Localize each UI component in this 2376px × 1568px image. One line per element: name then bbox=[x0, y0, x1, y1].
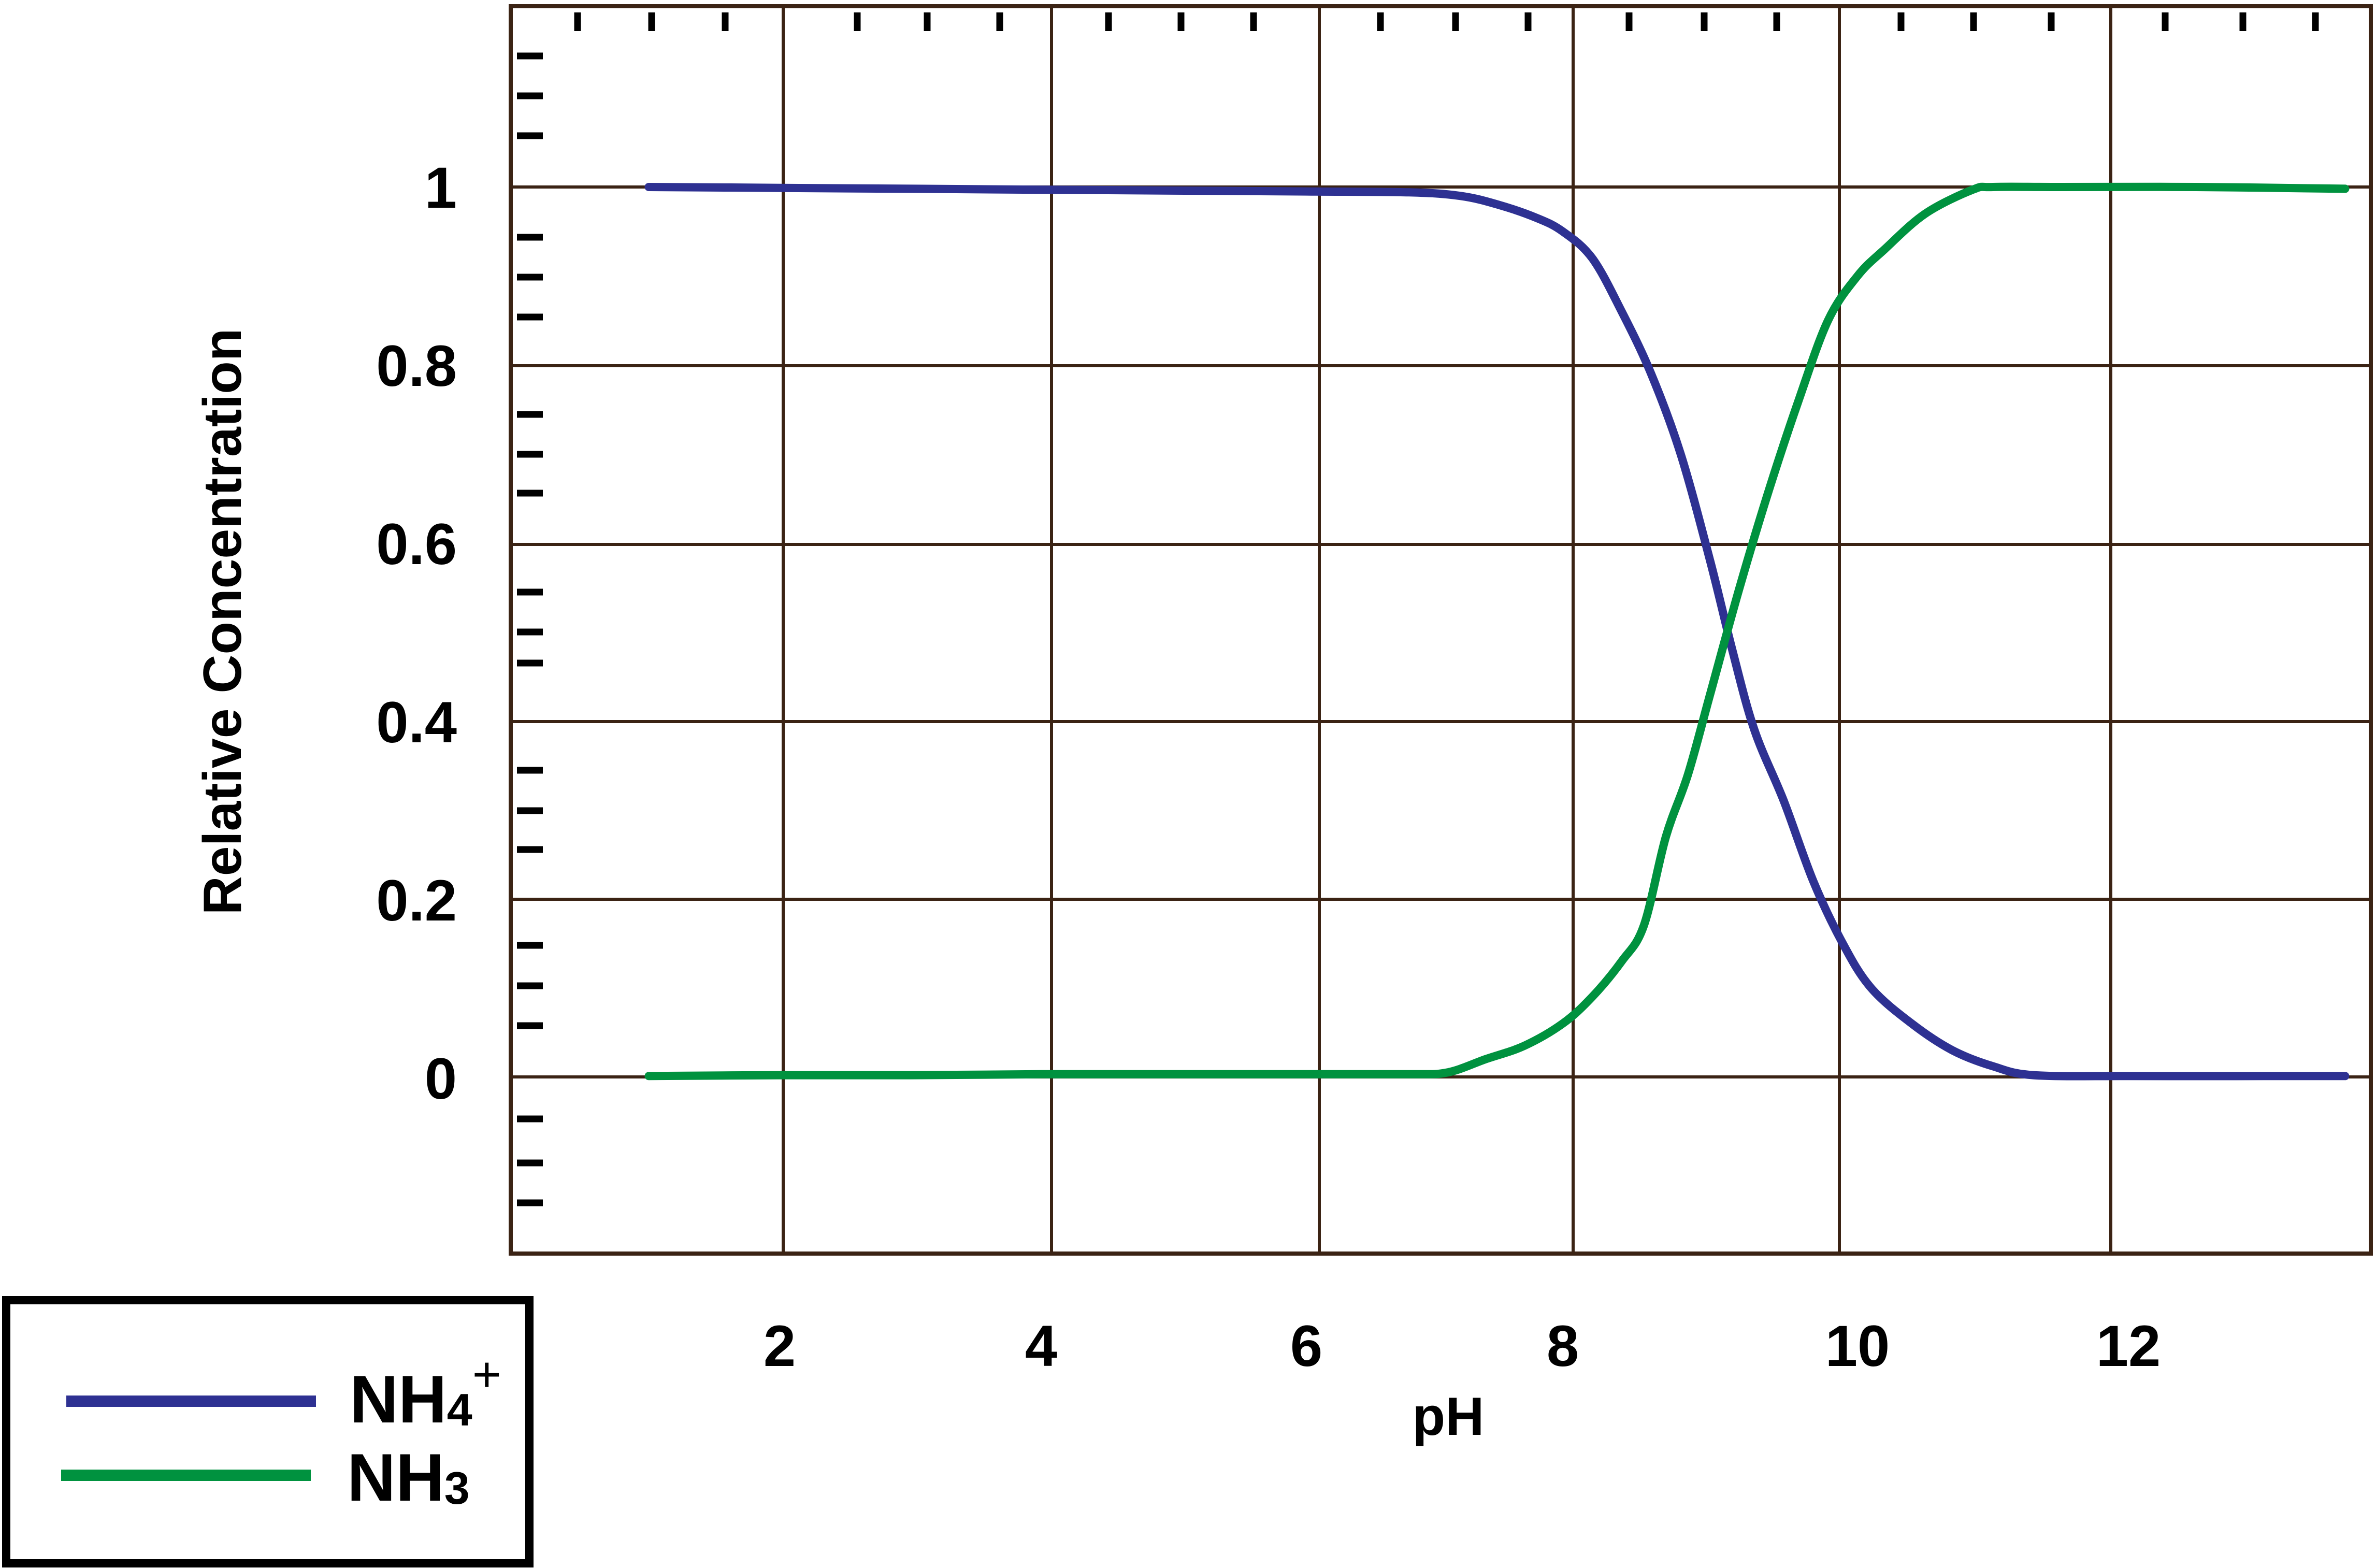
y-tick-label: 1 bbox=[425, 155, 457, 220]
series-line-nh4 bbox=[644, 183, 2350, 1081]
y-tick-label: 0 bbox=[425, 1046, 457, 1111]
series-layer bbox=[644, 182, 2350, 1081]
y-tick-label: 0.8 bbox=[376, 334, 457, 398]
y-tick-label: 0.6 bbox=[376, 512, 457, 577]
minor-ticks bbox=[517, 12, 2319, 1206]
legend-label-base: NH bbox=[350, 1361, 447, 1437]
legend-label-superscript: + bbox=[472, 1347, 501, 1402]
plot-frame bbox=[509, 4, 2373, 1256]
y-tick-label: 0.2 bbox=[376, 868, 457, 933]
legend: NH4+ NH3 bbox=[2, 1296, 534, 1567]
legend-label-subscript: 3 bbox=[444, 1462, 470, 1514]
x-tick-label: 2 bbox=[764, 1314, 796, 1378]
y-tick-labels: 0 0.2 0.4 0.6 0.8 1 bbox=[376, 155, 457, 1111]
legend-label-nh4: NH4+ bbox=[350, 1347, 501, 1437]
x-tick-label: 10 bbox=[1825, 1314, 1890, 1378]
legend-box bbox=[2, 1296, 534, 1567]
x-axis-title: pH bbox=[1413, 1387, 1485, 1447]
x-tick-label: 12 bbox=[2096, 1314, 2161, 1378]
legend-label-base: NH bbox=[347, 1440, 444, 1515]
y-axis-title: Relative Concentration bbox=[193, 328, 253, 915]
x-tick-labels: 2 4 6 8 10 12 bbox=[764, 1314, 2161, 1378]
y-tick-label: 0.4 bbox=[376, 690, 457, 755]
x-tick-label: 6 bbox=[1290, 1314, 1322, 1378]
legend-label-nh3: NH3 bbox=[347, 1440, 470, 1515]
series-line-nh3 bbox=[644, 182, 2350, 1081]
x-tick-label: 8 bbox=[1547, 1314, 1579, 1378]
x-tick-label: 4 bbox=[1025, 1314, 1057, 1378]
legend-label-subscript: 4 bbox=[447, 1384, 472, 1435]
